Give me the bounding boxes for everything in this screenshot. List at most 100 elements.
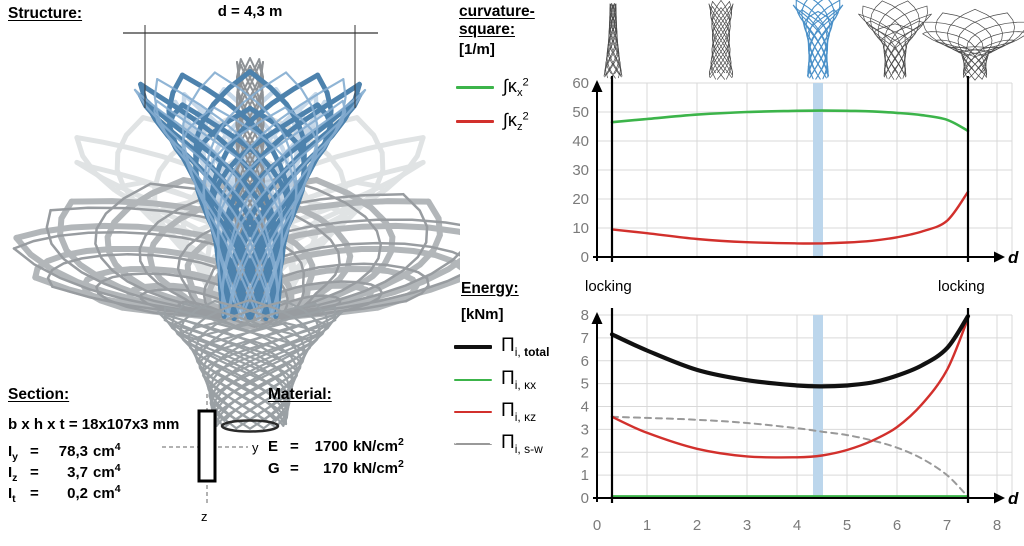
tower-icon-trumpet-d-4-3 xyxy=(792,0,844,80)
series-Πi,κz xyxy=(610,317,970,459)
equals-sign: = xyxy=(30,464,39,481)
symbol-iz: Iz xyxy=(8,464,18,484)
legend-entry-pi-kx: Πi, κx xyxy=(454,369,536,391)
pi-kx-line-swatch xyxy=(454,378,492,382)
series-∫κx² xyxy=(610,109,970,133)
tower-icon-flat-dish xyxy=(922,8,1024,81)
svg-text:1: 1 xyxy=(581,467,589,484)
symbol-g: G xyxy=(268,460,280,477)
svg-text:4: 4 xyxy=(793,517,801,534)
pi-total-line-swatch xyxy=(454,344,492,349)
equals-sign: = xyxy=(30,485,39,502)
svg-text:2: 2 xyxy=(581,444,589,461)
section-heading: Section: xyxy=(8,386,70,403)
legend-entry-pi-sw: Πi, s-w xyxy=(454,433,543,455)
legend-entry-pi-total: Πi, total xyxy=(454,336,549,358)
section-axis-z-label: z xyxy=(201,509,208,524)
curvature-legend-heading: curvature- square: xyxy=(459,3,535,38)
section-axis-y-label: y xyxy=(252,440,259,455)
pi-sw-line-swatch xyxy=(454,442,492,445)
symbol-it: It xyxy=(8,485,16,505)
tower-icon-slim-hourglass xyxy=(708,0,734,80)
svg-text:50: 50 xyxy=(572,104,589,121)
equals-sign: = xyxy=(290,460,299,477)
locking-label-right: locking xyxy=(938,278,985,295)
material-row-e: E = 1700 kN/cm2 xyxy=(268,436,404,455)
chart-curvature: 0 10 20 30 40 50 60 d xyxy=(572,75,1019,267)
unit-iy: cm4 xyxy=(93,441,121,460)
value-e: 1700 xyxy=(314,438,348,455)
symbol-iy: Iy xyxy=(8,443,19,463)
svg-text:3: 3 xyxy=(743,517,751,534)
svg-text:7: 7 xyxy=(943,517,951,534)
curvature-unit: [1/m] xyxy=(459,41,495,58)
material-row-g: G = 170 kN/cm2 xyxy=(268,458,404,477)
svg-text:3: 3 xyxy=(581,421,589,438)
dimension-annotation xyxy=(123,25,378,108)
svg-text:5: 5 xyxy=(581,376,589,393)
value-it: 0,2 xyxy=(67,485,88,502)
equals-sign: = xyxy=(290,438,299,455)
selected-d-band xyxy=(813,315,823,498)
legend-entry-kz2: ∫κz2 xyxy=(456,110,529,133)
value-iz: 3,7 xyxy=(67,464,88,481)
unit-it: cm4 xyxy=(93,483,121,502)
svg-text:7: 7 xyxy=(581,330,589,347)
pi-kz-label: Πi, κz xyxy=(501,400,537,424)
svg-text:60: 60 xyxy=(572,75,589,92)
svg-text:40: 40 xyxy=(572,133,589,150)
legend-entry-kx2: ∫κx2 xyxy=(456,76,529,99)
structure-preview-icons xyxy=(603,0,1024,81)
pi-kz-line-swatch xyxy=(454,410,492,414)
structure-heading: Structure: xyxy=(8,5,83,22)
tower-icon-wide-funnel xyxy=(858,0,932,80)
svg-text:0: 0 xyxy=(581,249,589,266)
structure-illustration: y z xyxy=(12,25,460,524)
pi-total-label: Πi, total xyxy=(501,335,550,359)
svg-text:0: 0 xyxy=(581,490,589,507)
kz2-line-swatch xyxy=(456,120,494,123)
kx2-label: ∫κx2 xyxy=(503,76,529,100)
section-row-it: It = 0,2 cm4 xyxy=(8,483,121,505)
series-Πi,s-w xyxy=(611,415,969,498)
svg-text:10: 10 xyxy=(572,220,589,237)
svg-text:6: 6 xyxy=(893,517,901,534)
svg-text:2: 2 xyxy=(693,517,701,534)
svg-text:5: 5 xyxy=(843,517,851,534)
pi-sw-label: Πi, s-w xyxy=(501,432,543,456)
svg-text:1: 1 xyxy=(643,517,651,534)
section-glyph: y z xyxy=(162,394,259,524)
selected-d-band xyxy=(813,83,823,257)
section-dimensions: b x h x t = 18x107x3 mm xyxy=(8,416,180,433)
svg-text:30: 30 xyxy=(572,162,589,179)
svg-text:20: 20 xyxy=(572,191,589,208)
svg-text:6: 6 xyxy=(581,353,589,370)
energy-legend-heading: Energy: xyxy=(461,280,519,297)
equals-sign: = xyxy=(30,443,39,460)
blue-trumpet-highlight xyxy=(133,71,367,321)
locking-label-left: locking xyxy=(585,278,632,295)
value-iy: 78,3 xyxy=(58,443,88,460)
material-heading: Material: xyxy=(268,386,332,403)
series-∫κz² xyxy=(610,190,970,245)
kz2-label: ∫κz2 xyxy=(503,110,529,134)
energy-unit: [kNm] xyxy=(461,306,504,323)
pi-kx-label: Πi, κx xyxy=(501,368,537,392)
base-funnel xyxy=(156,298,344,430)
tower-icon-narrow-tower xyxy=(603,2,623,79)
svg-text:8: 8 xyxy=(993,517,1001,534)
value-g: 170 xyxy=(322,460,348,477)
svg-text:d: d xyxy=(1008,248,1019,267)
svg-text:8: 8 xyxy=(581,307,589,324)
kx2-line-swatch xyxy=(456,86,494,89)
legend-entry-pi-kz: Πi, κz xyxy=(454,401,536,423)
svg-text:4: 4 xyxy=(581,399,589,416)
symbol-e: E xyxy=(268,438,279,455)
section-row-iz: Iz = 3,7 cm4 xyxy=(8,462,121,484)
series-Πi,total xyxy=(609,314,971,389)
svg-text:d: d xyxy=(1008,489,1019,508)
